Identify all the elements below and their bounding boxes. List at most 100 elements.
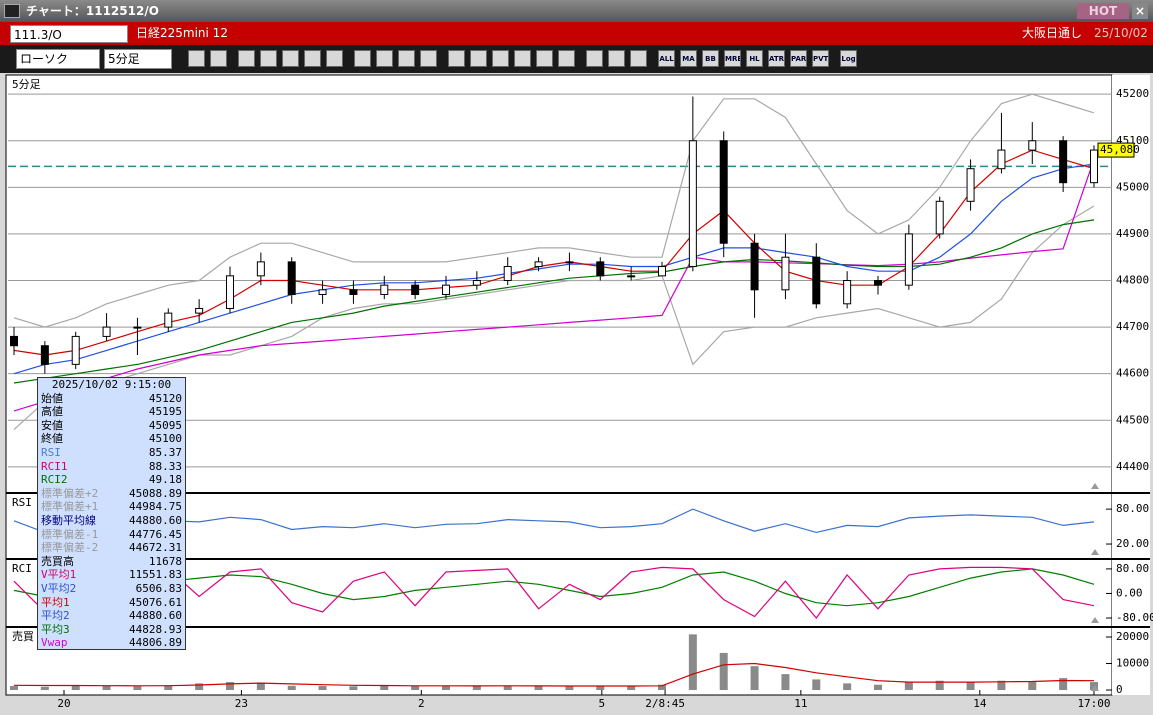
y-tick-label: 44700 (1116, 320, 1149, 333)
info-value: 44672.31 (129, 541, 182, 555)
info-value: 11551.83 (129, 568, 182, 582)
symbol-select[interactable]: 111.3/O (10, 25, 128, 43)
toolbar-icon[interactable] (398, 50, 415, 67)
hot-button[interactable]: HOT (1077, 3, 1129, 19)
toolbar-button[interactable]: MA (680, 50, 697, 67)
indicator-line (13, 662, 1095, 687)
toolbar-button[interactable]: HL (746, 50, 763, 67)
info-value: 45120 (148, 391, 182, 405)
toolbar-icon[interactable] (238, 50, 255, 67)
toolbar-icon[interactable] (304, 50, 321, 67)
info-row: 標準偏差+2 45088.89 (38, 487, 185, 501)
candle-body (874, 280, 882, 286)
toolbar-icon[interactable] (260, 50, 277, 67)
volume-bar (40, 686, 49, 691)
volume-bar (935, 680, 944, 691)
volume-bar (534, 686, 543, 691)
candle-body (411, 284, 420, 295)
toolbar-button[interactable]: MRE (724, 50, 741, 67)
x-tick-label: 20 (57, 697, 70, 710)
info-value: 45088.89 (129, 486, 182, 500)
candle-body (627, 275, 636, 278)
candle-body (719, 140, 728, 244)
x-tick-label: 5 (599, 697, 606, 710)
toolbar-icon[interactable] (210, 50, 227, 67)
info-datetime: 2025/10/02 9:15:00 (51, 378, 172, 391)
toolbar-button[interactable]: ATR (768, 50, 785, 67)
toolbar-icon[interactable] (630, 50, 647, 67)
volume-bar (812, 679, 821, 691)
volume-bar (10, 686, 18, 691)
toolbar-icon[interactable] (536, 50, 553, 67)
info-value: 44880.60 (129, 609, 182, 623)
info-label: 売買高 (41, 554, 74, 568)
toolbar-icon[interactable] (326, 50, 343, 67)
toolbar-icon[interactable] (188, 50, 205, 67)
panel-label: RSI (12, 496, 32, 509)
toolbar-icon[interactable] (608, 50, 625, 67)
toolbar-button[interactable]: BB (702, 50, 719, 67)
info-value: 44776.45 (129, 527, 182, 541)
candle-body (997, 149, 1006, 170)
info-label: 始値 (41, 391, 63, 405)
toolbar-icon[interactable] (514, 50, 531, 67)
volume-bar (627, 686, 636, 691)
volume-bar (164, 685, 173, 691)
toolbar-icon[interactable] (558, 50, 575, 67)
y-tick-label: 45000 (1116, 180, 1149, 193)
info-label: 平均2 (41, 609, 70, 623)
y-tick-label: 10000 (1116, 657, 1149, 670)
candle-body (226, 275, 234, 309)
candle-body (195, 307, 204, 314)
x-tick-label: 17:00 (1077, 697, 1110, 710)
candle-body (904, 233, 913, 286)
indicator-line (13, 93, 1095, 328)
info-label: V平均2 (41, 581, 77, 595)
volume-bar (380, 685, 389, 691)
candle-body (442, 284, 450, 295)
info-row: 平均2 44880.60 (38, 609, 185, 623)
candle-body (102, 326, 111, 337)
volume-bar (781, 674, 790, 691)
toolbar-button[interactable]: PVT (812, 50, 829, 67)
info-label: RCI2 (41, 473, 68, 487)
toolbar-button[interactable]: Log (840, 50, 857, 67)
indicator-line (13, 568, 1095, 607)
toolbar-button[interactable]: PAR (790, 50, 807, 67)
scroll-arrow (1091, 617, 1099, 623)
toolbar-icon[interactable] (354, 50, 371, 67)
volume-bar (349, 686, 358, 691)
panel-label: 売買 (12, 630, 34, 643)
volume-bar (411, 686, 420, 691)
volume-bar (658, 684, 666, 691)
info-row: 始値 45120 (38, 392, 185, 406)
toolbar-icon[interactable] (492, 50, 509, 67)
scroll-arrow (1091, 549, 1099, 555)
info-value: 45100 (148, 432, 182, 446)
info-value: 11678 (148, 554, 182, 568)
info-row: 終値 45100 (38, 432, 185, 446)
candle-body (349, 289, 358, 295)
toolbar-icon[interactable] (282, 50, 299, 67)
indicator-line (13, 219, 1095, 384)
toolbar-icon[interactable] (448, 50, 465, 67)
interval-select[interactable]: 5分足 (104, 49, 172, 69)
volume-bar (287, 685, 296, 691)
toolbar-icon[interactable] (420, 50, 437, 67)
candle-body (10, 335, 18, 347)
instrument-name: 日経225mini 12 (136, 26, 228, 40)
toolbar-icon[interactable] (470, 50, 487, 67)
volume-bar (442, 685, 450, 691)
info-row: 移動平均線 44880.60 (38, 514, 185, 528)
candle-body (935, 200, 944, 235)
volume-bar (472, 686, 481, 691)
indicator-line (13, 566, 1095, 619)
toolbar-icon[interactable] (376, 50, 393, 67)
info-label: Vwap (41, 636, 68, 650)
close-button[interactable]: × (1132, 3, 1148, 19)
chart-kind-select[interactable]: ローソク (16, 49, 100, 69)
info-row: 売買高 11678 (38, 555, 185, 569)
info-label: 標準偏差+2 (41, 486, 99, 500)
toolbar-button[interactable]: ALL (658, 50, 675, 67)
toolbar-icon[interactable] (586, 50, 603, 67)
